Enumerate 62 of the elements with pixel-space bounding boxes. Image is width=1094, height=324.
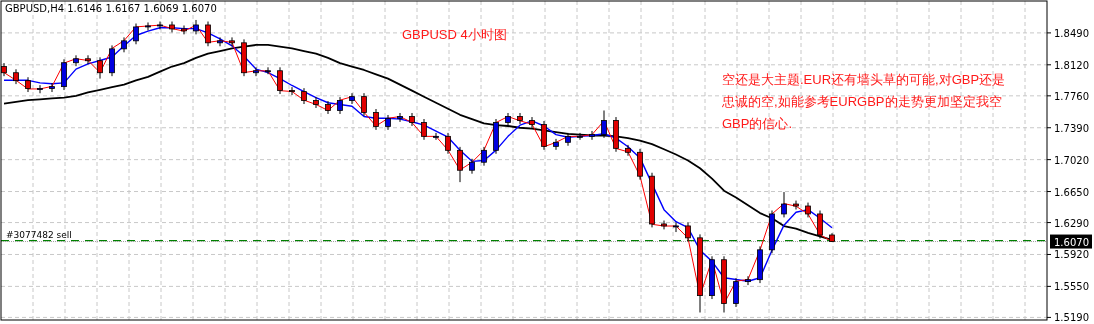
candlestick [397,112,403,123]
candlestick [625,144,631,157]
candlestick [673,221,679,233]
candlestick [481,146,487,167]
y-tick-label: 1.8490 [1054,27,1089,39]
candlestick [817,210,823,239]
y-tick-label: 1.7390 [1054,122,1089,134]
candlestick [157,21,163,30]
annotation: 空还是大主题.EUR还有墙头草的可能,对GBP还是忠诚的空,如能参考EURGBP的走势更加坚定我空GBP的信心. [722,71,1007,133]
candlestick [289,86,295,96]
candlestick [217,36,223,47]
annotation: GBPUSD 4小时图 [402,26,508,44]
candlestick [265,66,271,75]
candlestick [145,21,151,31]
y-tick-label: 1.8120 [1054,59,1089,71]
candlestick [577,132,583,141]
candlestick [205,21,211,47]
candlestick [133,23,139,45]
candlestick [505,112,511,127]
candlestick [349,92,355,105]
y-tick-label: 1.5920 [1054,249,1089,261]
candlestick [457,146,463,183]
candlestick [109,44,115,77]
candlestick [253,66,259,77]
y-tick-label: 1.6290 [1054,217,1089,229]
candlestick [373,108,379,131]
candlestick [565,132,571,147]
y-tick-label: 1.5190 [1054,312,1089,324]
candlestick [313,96,319,109]
y-tick-label: 1.7760 [1054,90,1089,102]
candlestick [49,82,55,93]
candlestick [61,58,67,91]
candlestick [685,221,691,242]
ref-line-label: 1.6070 [1054,236,1089,248]
candlestick [37,84,43,94]
ref-line-label: #3077482 sell [6,229,72,240]
candlestick [433,132,439,141]
candlestick [445,132,451,155]
chart-title: GBPUSD,H4 1.6146 1.6167 1.6069 1.6070 [5,3,217,14]
candlestick [553,138,559,151]
candlestick [73,54,79,67]
candlestick [421,118,427,141]
candlestick [541,120,547,151]
candlestick [85,54,91,65]
candlestick [97,56,103,80]
candlestick [181,24,187,35]
candlestick [781,191,787,218]
y-tick-label: 1.5550 [1054,281,1089,293]
candlestick [409,112,415,127]
candlestick [589,130,595,141]
candlestick [529,116,535,129]
candlestick [361,92,367,117]
candlestick [517,112,523,125]
candlestick [745,275,751,286]
y-tick-label: 1.6650 [1054,186,1089,198]
candlestick [229,36,235,47]
candlestick [277,66,283,95]
candlestick [637,148,643,181]
y-tick-label: 1.7020 [1054,154,1089,166]
candlestick [601,109,607,139]
candlestick [733,277,739,308]
candlestick [325,100,331,115]
